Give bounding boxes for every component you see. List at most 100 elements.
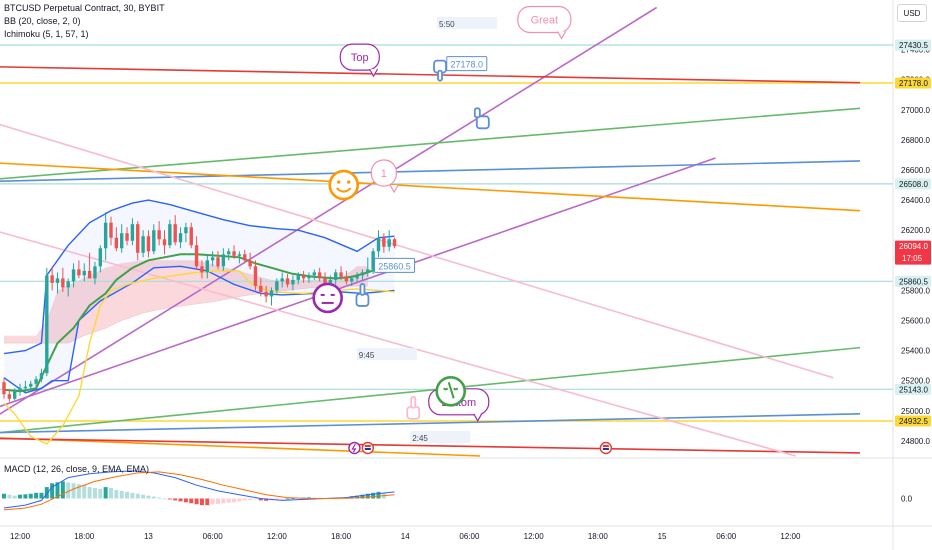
candle-body [339, 272, 343, 277]
candle-body [200, 266, 204, 273]
price-axis-label-box [895, 415, 931, 427]
macd-histogram-bar [151, 496, 156, 499]
trend-line [0, 413, 861, 434]
macd-histogram-bar [92, 488, 97, 499]
time-label: 2:45 [412, 434, 428, 443]
candle-body [291, 279, 295, 285]
candle-body [259, 285, 263, 292]
macd-histogram-bar [210, 498, 215, 505]
price-tag-label: 25860.5 [378, 261, 411, 271]
legend-ichimoku[interactable]: Ichimoku (5, 1, 57, 1) [4, 29, 89, 39]
time-label-box [437, 17, 498, 30]
candle-body [50, 275, 54, 283]
callout-text: Top [351, 52, 369, 64]
macd-histogram-bar [157, 497, 162, 499]
main-pane: 27178.025860.55:509:452:45TopGreatBottom… [0, 5, 893, 457]
flag-us-icon [361, 441, 374, 455]
candle-body [162, 239, 167, 246]
price-axis-label-text: 27430.5 [899, 41, 928, 50]
candle-body [280, 278, 284, 282]
price-axis-label-text: 25143.0 [899, 385, 928, 394]
macd-histogram-bar [365, 493, 370, 499]
price-axis-label-box [895, 275, 931, 287]
macd-histogram-bar [285, 498, 290, 500]
price-axis-label-box [895, 240, 931, 265]
y-tick-label: 25400.0 [901, 347, 930, 356]
candle-body [61, 278, 65, 288]
candle-body [205, 260, 209, 273]
macd-y-tick-label: 0.0 [901, 495, 913, 504]
macd-histogram-bar [216, 498, 220, 504]
x-tick-label: 12:00 [780, 532, 801, 541]
macd-histogram-bar [130, 492, 135, 499]
macd-histogram-bar [221, 498, 226, 504]
macd-histogram-bar [71, 483, 76, 499]
smile-icon [328, 169, 360, 201]
hand-point-down-icon [433, 59, 447, 82]
candle-body [130, 224, 135, 241]
macd-histogram-bar [199, 498, 204, 506]
candle-body [264, 291, 268, 297]
candle-body [275, 281, 279, 291]
macd-histogram-bar [141, 494, 146, 499]
callout-bubble [339, 43, 380, 71]
legend-macd[interactable]: MACD (12, 26, close, 9, EMA, EMA) [4, 464, 150, 474]
time-label-box [410, 430, 471, 443]
callout-text: Great [531, 14, 559, 26]
price-axis-label: 25143.0 [895, 383, 931, 395]
macd-histogram-bar [274, 498, 279, 501]
price-axis-label-text: 27178.0 [899, 79, 928, 88]
price-axis-label-box [895, 39, 931, 51]
price-tag: 27178.0 [446, 56, 488, 72]
macd-histogram-bar [189, 498, 194, 504]
legend-symbol[interactable]: BTCUSD Perpetual Contract, 30, BYBIT [4, 3, 165, 13]
macd-histogram-bar [360, 494, 365, 499]
candle-body [382, 237, 386, 247]
candle-body [152, 230, 156, 252]
y-tick-label: 26400.0 [901, 196, 930, 205]
candle-body [98, 248, 102, 267]
candle-body [77, 269, 81, 276]
currency-button[interactable]: USD [897, 4, 927, 22]
callout-tail [557, 31, 567, 40]
macd-histogram-bar [125, 491, 130, 499]
macd-histogram-bar [34, 492, 39, 499]
candle-body [360, 272, 365, 276]
candle-body [307, 275, 311, 279]
macd-histogram-bar [306, 497, 311, 499]
candle-body [376, 237, 381, 252]
macd-histogram-bar [82, 485, 87, 499]
candle-body [23, 386, 28, 389]
trend-line [0, 6, 658, 415]
time-label-box [356, 348, 417, 361]
y-tick-label: 24800.0 [901, 437, 930, 446]
macd-histogram-bar [114, 489, 119, 499]
flag-us-icon [599, 441, 613, 455]
candle-body [93, 266, 97, 279]
callout-bubble [517, 5, 572, 34]
y-tick-label: 25600.0 [901, 317, 930, 326]
candle-body [66, 281, 70, 288]
y-tick-label: 26200.0 [901, 226, 930, 235]
macd-histogram-bar [66, 482, 71, 499]
callout: 1 [370, 159, 399, 194]
candle-body [296, 275, 300, 280]
callout-tail [389, 184, 399, 194]
candle-body [243, 254, 247, 261]
macd-histogram-bar [18, 494, 23, 499]
y-tick-label: 26800.0 [901, 136, 930, 145]
legend-bb[interactable]: BB (20, close, 2, 0) [4, 16, 81, 26]
bb-fill [4, 200, 395, 393]
macd-histogram-bar [39, 492, 44, 499]
lightning-icon [348, 441, 361, 455]
candle-body [344, 276, 349, 282]
candle-body [237, 254, 242, 256]
trend-line [0, 123, 834, 379]
time-label: 9:45 [359, 351, 375, 360]
macd-histogram-bar [232, 498, 237, 503]
y-tick-label: 25800.0 [901, 286, 930, 295]
candle-body [71, 269, 76, 282]
candle-body [285, 278, 290, 285]
